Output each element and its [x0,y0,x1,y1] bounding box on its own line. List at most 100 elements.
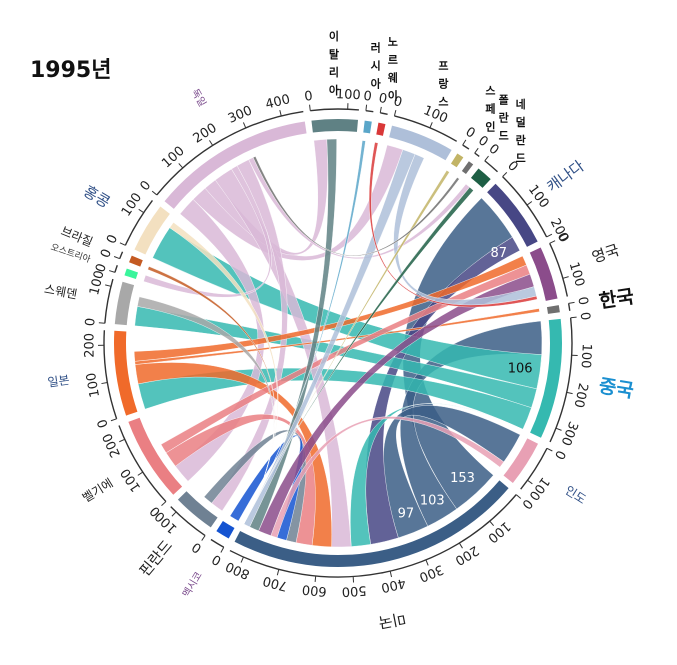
group-axis-1 [549,317,573,443]
group-label-16: 프랑스 [438,60,448,109]
tick-label-12-2: 200 [191,121,220,147]
flow-value-label-2: 97 [398,507,415,522]
tick-label-4-0: 0 [210,551,225,568]
group-axis-0 [567,303,571,311]
group-arc-13 [311,119,359,133]
tick-label-5-0: 0 [189,539,204,556]
group-label-char: 시 [371,60,381,73]
ribbon-17 [133,255,527,362]
group-axis-13 [310,108,359,112]
group-arc-15 [376,122,386,136]
group-arc-11 [134,206,170,255]
group-arc-21 [529,247,558,301]
tick-19-0 [484,155,489,162]
group-axis-5 [170,506,206,537]
group-axis-8 [104,278,114,324]
tick-2-1 [527,479,533,485]
tick-11-1 [138,208,144,214]
tick-7-0 [110,418,117,422]
group-label-3: 미국 [377,609,408,632]
group-label-char: 르 [388,53,398,66]
ribbon-1 [400,320,543,527]
tick-1-3 [555,427,562,431]
ribbon-layer [133,138,543,548]
tick-label-3-4: 400 [380,575,408,595]
tick-20-2 [546,233,553,238]
group-label-char: 아 [329,83,340,97]
tick-label-11-0: 0 [104,233,121,247]
tick-label-3-6: 600 [301,581,327,598]
group-axis-15 [380,112,388,115]
group-label-5: 핀란드 [136,537,177,580]
ribbon-7 [350,403,523,547]
tick-1-0 [570,316,577,319]
tick-label-1-3: 300 [557,419,580,448]
tick-10-0 [113,256,120,260]
ribbon-16 [134,308,540,365]
chart-title: 1995년 [30,58,112,83]
group-label-4: 멕시코 [180,570,205,600]
group-axis-7 [103,330,118,420]
group-axis-12 [156,110,304,196]
tick-label-1-0: 0 [577,311,593,321]
group-label-17: 스페인 [485,84,495,133]
tick-13-0 [309,104,311,111]
tick-label-8-1: 100 [87,269,108,297]
group-label-char: 드 [499,130,509,143]
tick-label-3-3: 300 [417,561,446,584]
group-axis-20 [502,176,548,238]
group-label-6: 벨기에 [80,476,116,505]
ribbon-29 [243,170,450,525]
group-label-12: 독일 [189,87,209,109]
group-axis-10 [119,251,124,259]
tick-label-6-2: 200 [100,431,124,460]
ribbon-34 [243,186,474,525]
group-arc-8 [114,281,135,326]
group-arc-3 [234,480,509,567]
group-axis-19 [484,160,498,173]
tick-3-1 [489,520,495,527]
tick-label-7-1: 100 [84,371,103,398]
group-arc-20 [487,183,538,247]
tick-12-0 [151,190,158,196]
flow-value-label-4: 106 [508,362,533,377]
tick-label-21-1: 100 [566,260,587,288]
tick-8-0 [98,322,105,324]
group-label-7: 일본 [47,373,71,390]
group-arc-17 [450,153,464,168]
ribbon-8 [175,199,265,482]
group-arc-5 [177,491,218,528]
tick-12-4 [279,110,282,117]
tick-15-0 [379,106,382,113]
tick-21-1 [562,276,569,279]
group-label-char: 노 [388,35,398,48]
group-arc-4 [216,521,235,539]
tick-3-6 [314,575,317,582]
ribbon-33 [252,156,460,257]
group-arc-12 [164,121,307,209]
tick-label-7-0: 0 [95,417,112,430]
group-label-char: 인 [485,119,495,133]
tick-7-1 [101,382,108,385]
group-axis-18 [474,152,480,157]
group-label-char: 랑 [438,78,448,91]
tick-label-7-2: 200 [82,333,97,358]
group-arc-19 [470,168,491,188]
tick-3-4 [389,570,393,578]
group-label-char: 이 [329,29,339,43]
ribbon-5 [134,306,538,409]
group-axis-21 [549,242,569,297]
group-label-21: 영국 [590,241,622,267]
group-label-18: 폴란드 [499,94,509,143]
tick-label-3-7: 700 [261,573,289,594]
flow-value-label-1: 103 [420,493,445,508]
tick-6-1 [137,471,144,476]
group-axis-9 [114,265,118,273]
ribbon-25 [243,149,416,528]
group-axis-14 [365,109,374,113]
tick-16-0 [393,109,397,117]
group-label-char: 프 [438,60,448,73]
group-label-char: 아 [371,77,382,91]
group-arc-10 [129,255,143,267]
